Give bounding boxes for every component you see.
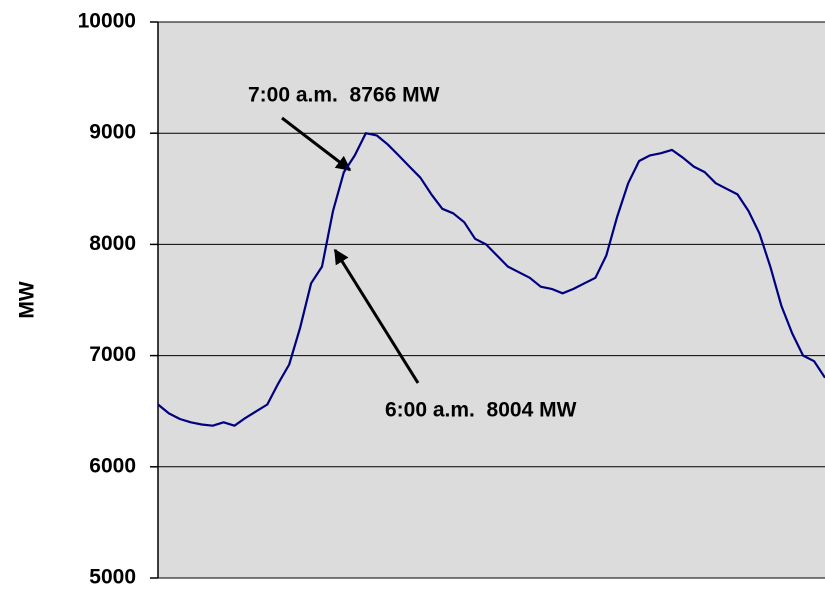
arrow	[281, 116, 352, 172]
annotation: 6:00 a.m. 8004 MW	[385, 399, 577, 422]
y-tick-label: 10000	[78, 10, 136, 33]
y-tick-label: 6000	[89, 454, 136, 477]
arrow	[333, 248, 420, 384]
y-tick-label: 7000	[89, 343, 136, 366]
y-axis-label: MW	[16, 281, 39, 318]
plot-area	[158, 22, 825, 578]
data-line	[157, 132, 825, 427]
annotation: 7:00 a.m. 8766 MW	[248, 84, 440, 107]
y-tick-label: 8000	[89, 232, 136, 255]
y-tick-label: 5000	[89, 566, 136, 589]
y-tick-label: 9000	[89, 121, 136, 144]
